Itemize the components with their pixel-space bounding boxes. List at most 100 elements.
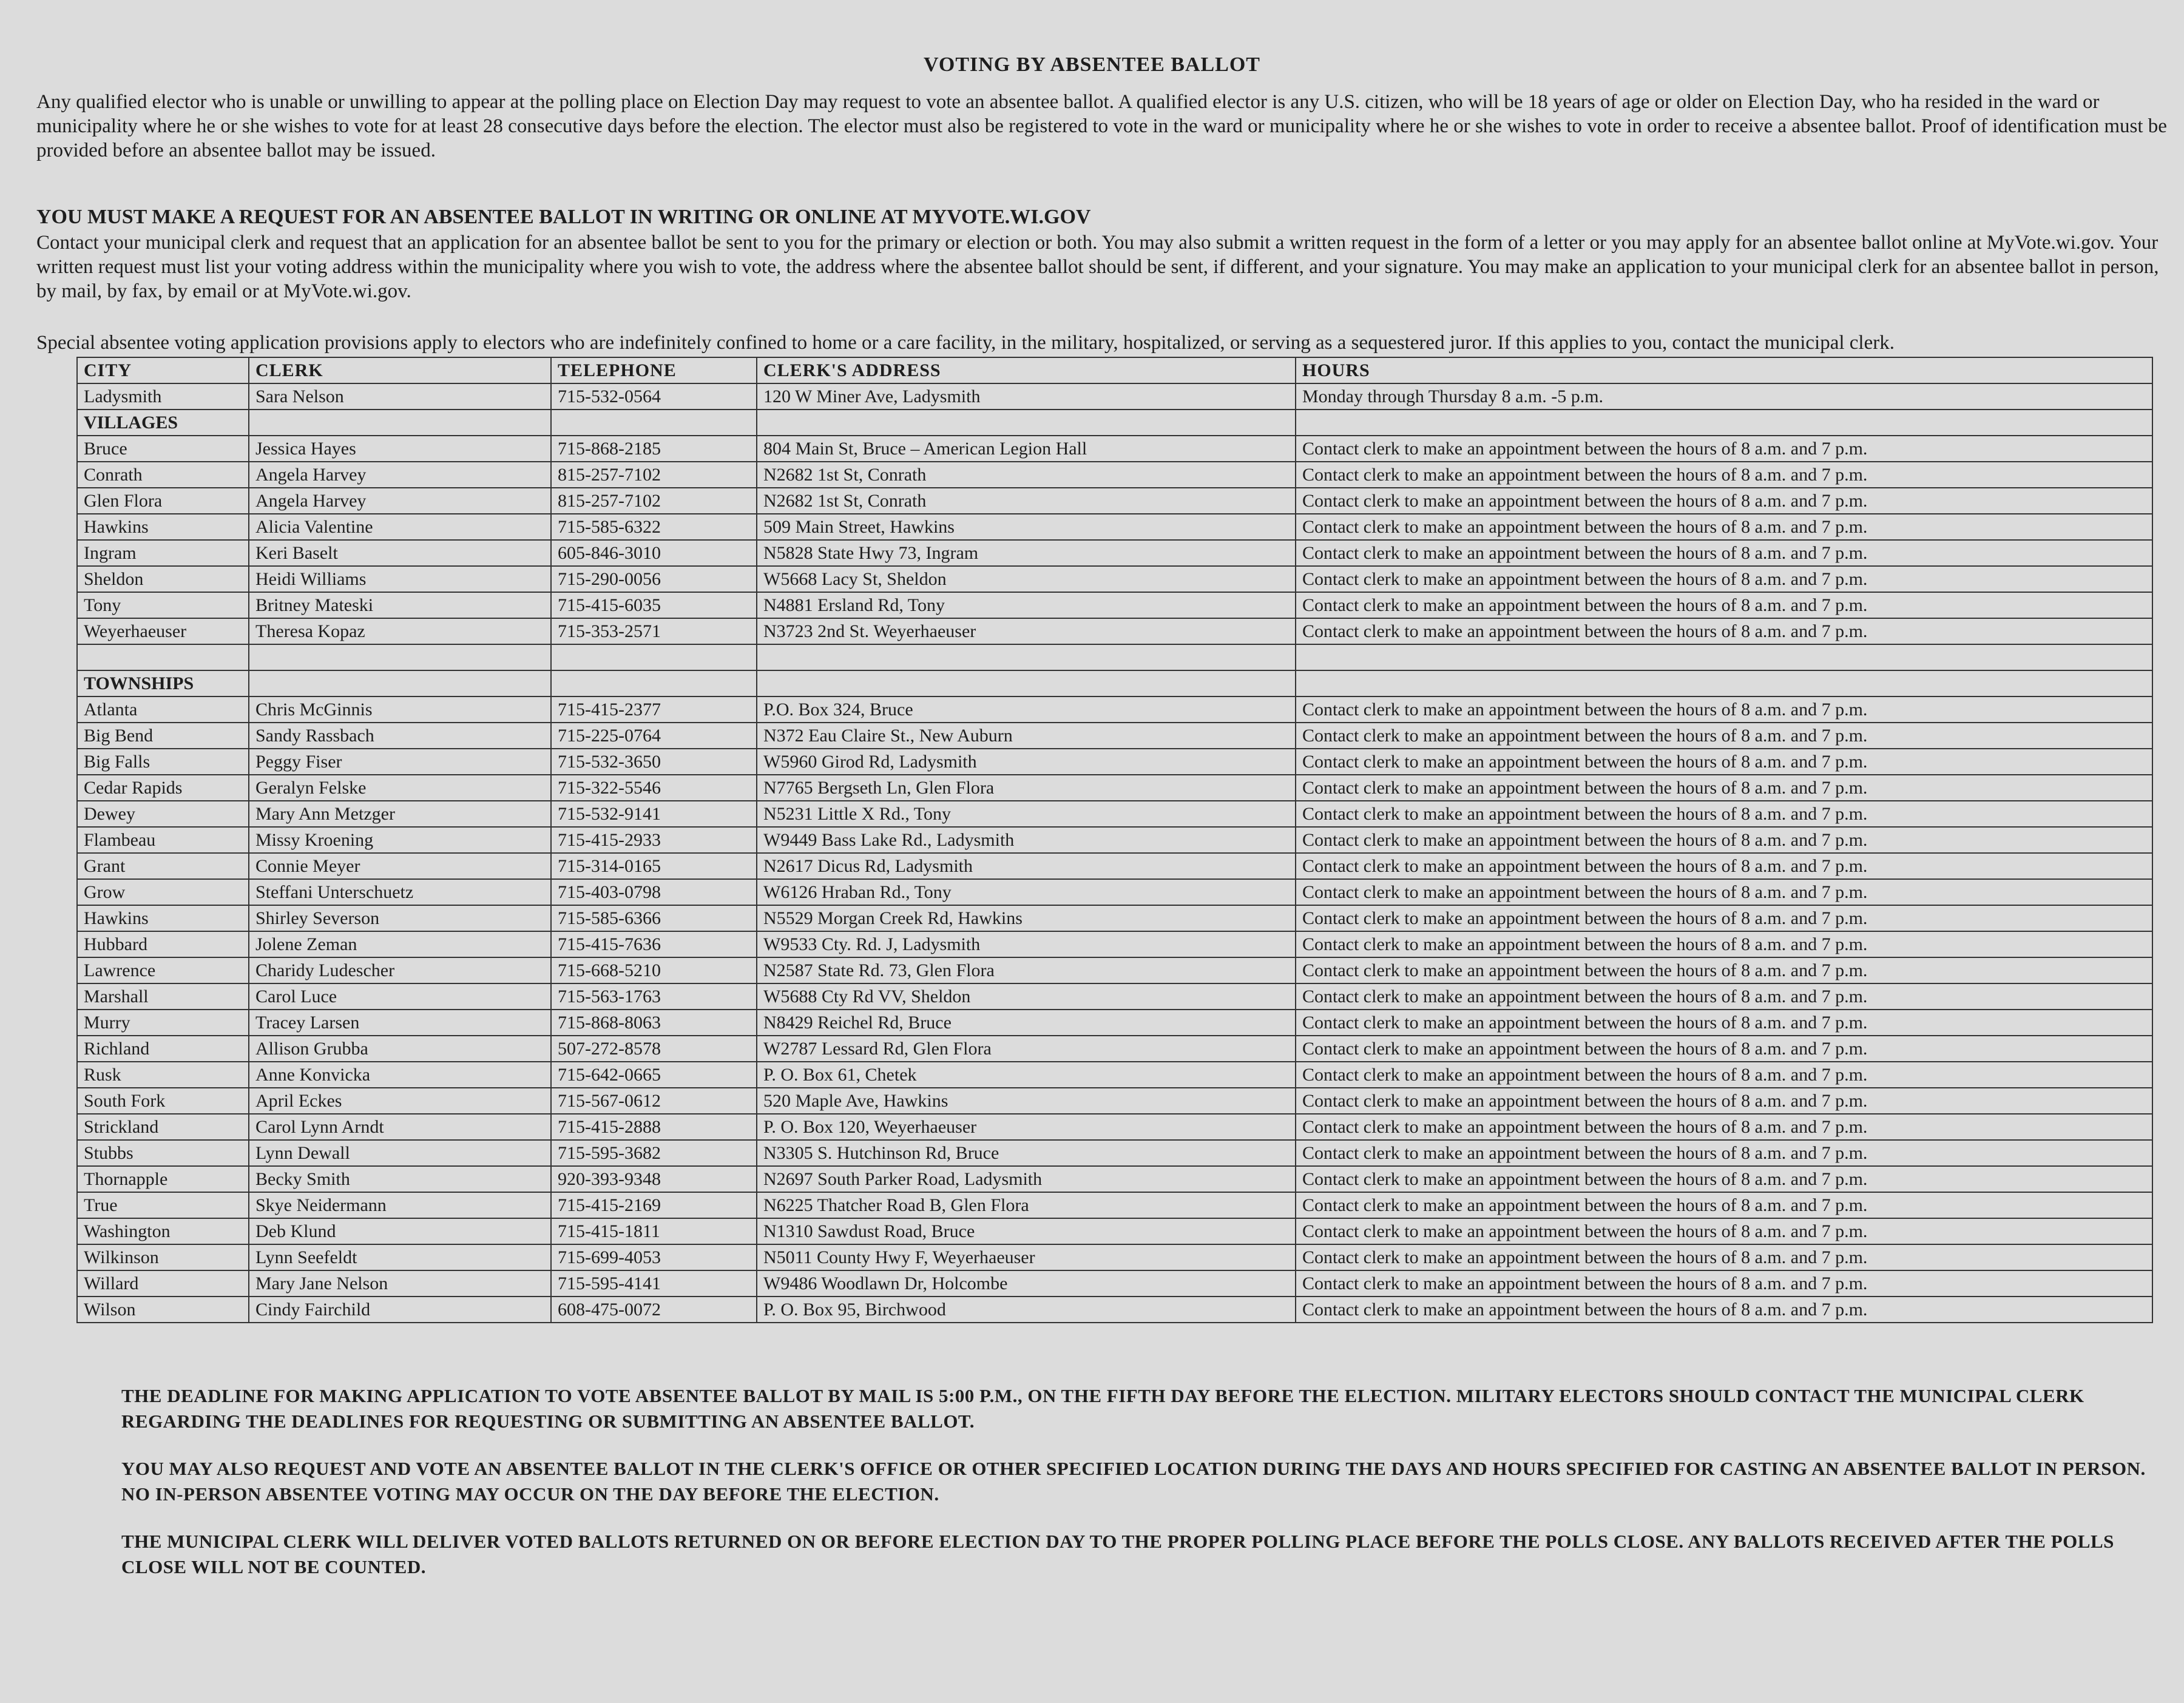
table-cell: Contact clerk to make an appointment bet… — [1295, 592, 2153, 619]
table-cell: 715-322-5546 — [550, 774, 757, 801]
table-cell: Jessica Hayes — [248, 435, 552, 462]
table-cell: 509 Main Street, Hawkins — [756, 513, 1296, 541]
table-cell: W9533 Cty. Rd. J, Ladysmith — [756, 931, 1296, 958]
table-cell: N2617 Dicus Rd, Ladysmith — [756, 852, 1296, 880]
table-row: Atlanta Chris McGinnis 715-415-2377 P.O. Bo… — [76, 696, 2153, 723]
table-cell: Hawkins — [76, 513, 249, 541]
title: VOTING BY ABSENTEE BALLOT — [924, 53, 1260, 76]
table-cell: 605-846-3010 — [550, 539, 757, 567]
table-cell: Missy Kroening — [248, 826, 552, 854]
table-row: Bruce Jessica Hayes 715-868-2185 804 Main S… — [76, 435, 2153, 462]
table-row: Flambeau Missy Kroening 715-415-2933 W9449 … — [76, 826, 2153, 854]
table-cell: Dewey — [76, 800, 249, 828]
table-cell: Contact clerk to make an appointment bet… — [1295, 800, 2153, 828]
table-cell: N5011 County Hwy F, Weyerhaeuser — [756, 1244, 1296, 1271]
table-cell: N5529 Morgan Creek Rd, Hawkins — [756, 905, 1296, 932]
table-row: Wilkinson Lynn Seefeldt 715-699-4053 N5011 … — [76, 1244, 2153, 1271]
empty-cell — [756, 670, 1296, 697]
table-cell: Stubbs — [76, 1139, 249, 1167]
table-cell: 715-415-2933 — [550, 826, 757, 854]
table-cell: Cindy Fairchild — [248, 1296, 552, 1323]
table-cell: Angela Harvey — [248, 487, 552, 514]
table-cell: Conrath — [76, 461, 249, 488]
table-cell: Steffani Unterschuetz — [248, 878, 552, 906]
table-cell: Contact clerk to make an appointment bet… — [1295, 1296, 2153, 1323]
table-cell: 715-532-0564 — [550, 383, 757, 410]
table-cell: Tracey Larsen — [248, 1009, 552, 1036]
table-cell: 715-415-1811 — [550, 1218, 757, 1245]
table-cell: Contact clerk to make an appointment bet… — [1295, 852, 2153, 880]
table-cell: Angela Harvey — [248, 461, 552, 488]
table-cell: N5828 State Hwy 73, Ingram — [756, 539, 1296, 567]
table-cell: Murry — [76, 1009, 249, 1036]
table-row: Tony Britney Mateski 715-415-6035 N4881 Ers… — [76, 592, 2153, 619]
table-cell: Contact clerk to make an appointment bet… — [1295, 1061, 2153, 1088]
table-cell: Washington — [76, 1218, 249, 1245]
table-cell: Mary Ann Metzger — [248, 800, 552, 828]
table-cell: Richland — [76, 1035, 249, 1062]
table-cell: Carol Lynn Arndt — [248, 1113, 552, 1141]
table-cell: Contact clerk to make an appointment bet… — [1295, 1218, 2153, 1245]
table-cell: 815-257-7102 — [550, 487, 757, 514]
table-cell: Contact clerk to make an appointment bet… — [1295, 905, 2153, 932]
table-row: Sheldon Heidi Williams 715-290-0056 W5668 L… — [76, 565, 2153, 593]
table-cell: Lawrence — [76, 957, 249, 984]
table-row: Washington Deb Klund 715-415-1811 N1310 Saw… — [76, 1218, 2153, 1245]
table-row: Ingram Keri Baselt 605-846-3010 N5828 State… — [76, 539, 2153, 567]
table-cell: Contact clerk to make an appointment bet… — [1295, 618, 2153, 645]
table-cell: Lynn Seefeldt — [248, 1244, 552, 1271]
table-row: Glen Flora Angela Harvey 815-257-7102 N2682… — [76, 487, 2153, 514]
table-cell: Contact clerk to make an appointment bet… — [1295, 539, 2153, 567]
header-cell: CITY — [76, 357, 249, 384]
table-cell: W5688 Cty Rd VV, Sheldon — [756, 983, 1296, 1010]
table-row: Big Falls Peggy Fiser 715-532-3650 W5960 Gi… — [76, 748, 2153, 775]
table-cell: W5668 Lacy St, Sheldon — [756, 565, 1296, 593]
table-cell: Geralyn Felske — [248, 774, 552, 801]
table-row: Strickland Carol Lynn Arndt 715-415-2888 P.… — [76, 1113, 2153, 1141]
table-cell: Bruce — [76, 435, 249, 462]
table-row: Willard Mary Jane Nelson 715-595-4141 W9486… — [76, 1270, 2153, 1297]
table-cell: Atlanta — [76, 696, 249, 723]
table-row: Grow Steffani Unterschuetz 715-403-0798 W61… — [76, 878, 2153, 906]
table-cell: 608-475-0072 — [550, 1296, 757, 1323]
table-cell: Grow — [76, 878, 249, 906]
empty-cell — [756, 644, 1296, 671]
table-row: Wilson Cindy Fairchild 608-475-0072 P. O. B… — [76, 1296, 2153, 1323]
table-cell: Lynn Dewall — [248, 1139, 552, 1167]
table-cell: Contact clerk to make an appointment bet… — [1295, 1009, 2153, 1036]
table-cell: Sandy Rassbach — [248, 722, 552, 749]
table-cell: Flambeau — [76, 826, 249, 854]
table-row: Ladysmith Sara Nelson 715-532-0564 120 W Mi… — [76, 383, 2153, 410]
table-cell: N2682 1st St, Conrath — [756, 461, 1296, 488]
table-cell: N5231 Little X Rd., Tony — [756, 800, 1296, 828]
table-cell: 715-403-0798 — [550, 878, 757, 906]
table-cell: Wilson — [76, 1296, 249, 1323]
table-cell: Contact clerk to make an appointment bet… — [1295, 435, 2153, 462]
table-cell: South Fork — [76, 1087, 249, 1115]
table-cell: P. O. Box 120, Weyerhaeuser — [756, 1113, 1296, 1141]
table-cell: W9486 Woodlawn Dr, Holcombe — [756, 1270, 1296, 1297]
table-cell: Rusk — [76, 1061, 249, 1088]
table-cell: Allison Grubba — [248, 1035, 552, 1062]
table-cell: N4881 Ersland Rd, Tony — [756, 592, 1296, 619]
table-cell: 715-868-2185 — [550, 435, 757, 462]
request-heading: YOU MUST MAKE A REQUEST FOR AN ABSENTEE … — [36, 206, 1091, 228]
table-row: Big Bend Sandy Rassbach 715-225-0764 N372 E… — [76, 722, 2153, 749]
table-cell: 715-290-0056 — [550, 565, 757, 593]
table-cell: Contact clerk to make an appointment bet… — [1295, 487, 2153, 514]
table-cell: Contact clerk to make an appointment bet… — [1295, 1192, 2153, 1219]
table-cell: Contact clerk to make an appointment bet… — [1295, 1113, 2153, 1141]
table-cell: N2697 South Parker Road, Ladysmith — [756, 1165, 1296, 1193]
table-cell: N7765 Bergseth Ln, Glen Flora — [756, 774, 1296, 801]
table-cell: Glen Flora — [76, 487, 249, 514]
table-row: Rusk Anne Konvicka 715-642-0665 P. O. Box 6… — [76, 1061, 2153, 1088]
table-row: Cedar Rapids Geralyn Felske 715-322-5546 N7… — [76, 774, 2153, 801]
table-cell: 120 W Miner Ave, Ladysmith — [756, 383, 1296, 410]
table-cell: 715-532-9141 — [550, 800, 757, 828]
table-cell: W6126 Hraban Rd., Tony — [756, 878, 1296, 906]
footer-paragraph: THE MUNICIPAL CLERK WILL DELIVER VOTED B… — [121, 1531, 2114, 1577]
table-cell: 507-272-8578 — [550, 1035, 757, 1062]
table-cell: W5960 Girod Rd, Ladysmith — [756, 748, 1296, 775]
table-cell: Contact clerk to make an appointment bet… — [1295, 1165, 2153, 1193]
table-cell: N8429 Reichel Rd, Bruce — [756, 1009, 1296, 1036]
